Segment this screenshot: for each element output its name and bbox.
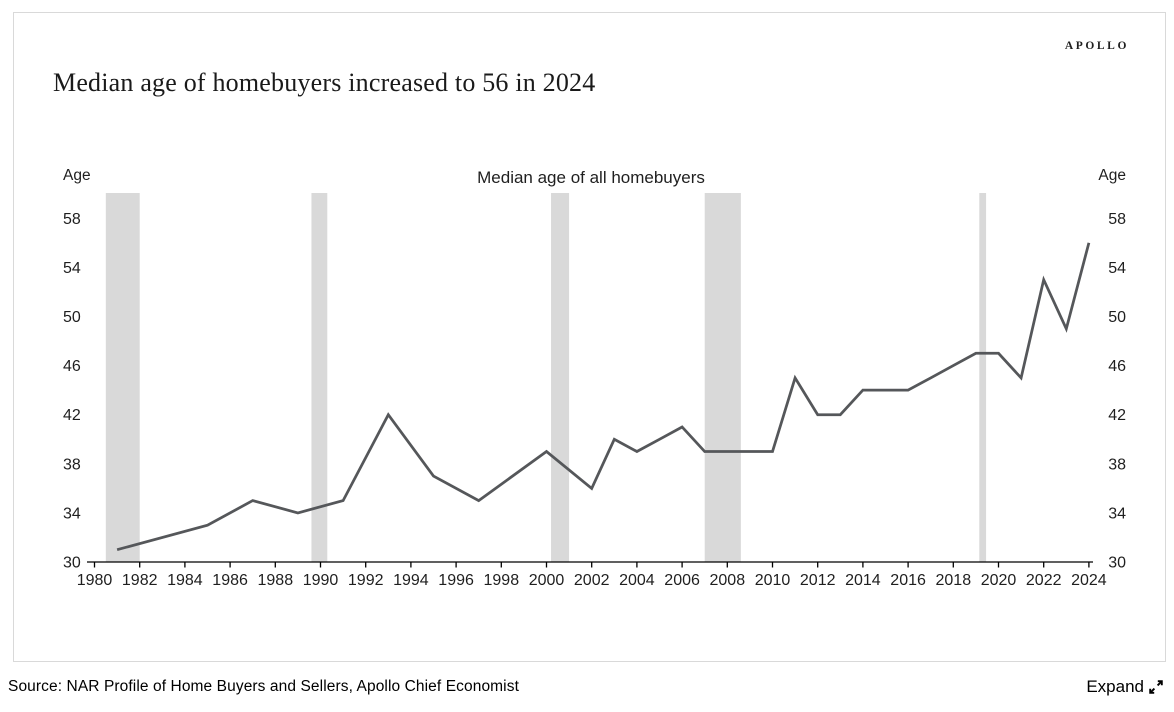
- recession-band: [105, 193, 140, 562]
- x-tick-label: 1980: [77, 572, 113, 589]
- x-tick-label: 1984: [167, 572, 203, 589]
- recession-band: [311, 193, 328, 562]
- x-tick-label: 1990: [303, 572, 339, 589]
- page-title: Median age of homebuyers increased to 56…: [53, 68, 596, 97]
- x-tick-label: 1998: [484, 572, 520, 589]
- y-tick-label-left: 58: [63, 211, 81, 228]
- y-tick-label-right: 50: [1108, 309, 1126, 326]
- series-line: [116, 242, 1091, 552]
- x-tick-label: 1992: [348, 572, 384, 589]
- y-tick-label-right: 42: [1108, 407, 1126, 424]
- y-tick-label-left: 34: [63, 505, 81, 522]
- x-tick-label: 1988: [258, 572, 294, 589]
- x-tick-label: 2004: [619, 572, 655, 589]
- series-label: Median age of all homebuyers: [477, 168, 705, 187]
- y-tick-label-left: 46: [63, 358, 81, 375]
- expand-icon: [1149, 680, 1163, 694]
- y-tick-label-right: 34: [1108, 505, 1126, 522]
- source-text: Source: NAR Profile of Home Buyers and S…: [8, 678, 519, 695]
- footer: Source: NAR Profile of Home Buyers and S…: [8, 672, 1165, 702]
- y-tick-label-right: 30: [1108, 555, 1126, 572]
- median-age-line-chart: Age Age Median age of all homebuyers 30 30 34…: [63, 167, 1126, 589]
- y-tick-label-left: 50: [63, 309, 81, 326]
- x-tick-label: 1996: [438, 572, 474, 589]
- y-tick-label-right: 58: [1108, 211, 1126, 228]
- x-tick-label: 2022: [1026, 572, 1062, 589]
- x-tick-label: 1994: [393, 572, 429, 589]
- expand-button[interactable]: Expand: [1086, 677, 1165, 697]
- x-tick-label: 2020: [981, 572, 1017, 589]
- x-tick-label: 2002: [574, 572, 610, 589]
- y-axis-title-right: Age: [1098, 167, 1126, 184]
- recession-band: [979, 193, 987, 562]
- x-tick-label: 2014: [845, 572, 881, 589]
- apollo-logo: APOLLO: [1064, 40, 1129, 52]
- y-tick-label-right: 38: [1108, 456, 1126, 473]
- x-tick-label: 1982: [122, 572, 158, 589]
- x-tick-label: 2018: [936, 572, 972, 589]
- x-tick-label: 2010: [755, 572, 791, 589]
- x-tick-label: 2006: [664, 572, 700, 589]
- y-tick-label-left: 38: [63, 456, 81, 473]
- y-tick-label-left: 42: [63, 407, 81, 424]
- y-tick-label-left: 30: [63, 555, 81, 572]
- y-tick-label-right: 46: [1108, 358, 1126, 375]
- y-tick-label-left: 54: [63, 260, 81, 277]
- x-tick-label: 2000: [529, 572, 565, 589]
- y-axis-title-left: Age: [63, 167, 91, 184]
- x-tick-label: 2024: [1071, 572, 1107, 589]
- x-tick-label: 1986: [212, 572, 248, 589]
- x-tick-label: 2012: [800, 572, 836, 589]
- recession-band: [551, 193, 570, 562]
- recession-band: [704, 193, 741, 562]
- y-tick-label-right: 54: [1108, 260, 1126, 277]
- chart-card: Median age of homebuyers increased to 56…: [13, 12, 1166, 662]
- x-tick-label: 2008: [710, 572, 746, 589]
- x-tick-label: 2016: [890, 572, 926, 589]
- expand-label: Expand: [1086, 677, 1144, 696]
